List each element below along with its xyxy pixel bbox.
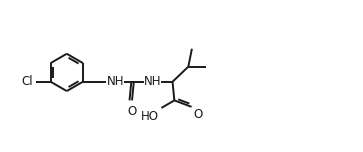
Text: HO: HO bbox=[141, 110, 159, 123]
Text: NH: NH bbox=[144, 75, 161, 88]
Text: NH: NH bbox=[106, 75, 124, 88]
Text: O: O bbox=[127, 105, 136, 118]
Text: Cl: Cl bbox=[21, 75, 33, 88]
Text: O: O bbox=[193, 108, 202, 121]
